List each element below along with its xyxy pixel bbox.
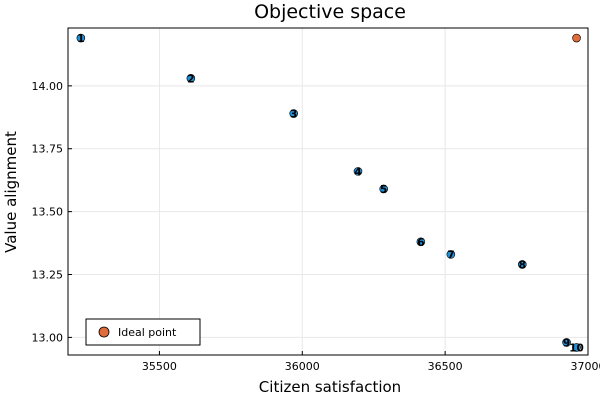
x-tick-label: 37000 — [571, 360, 600, 373]
solution-point-label-7: 7 — [447, 249, 454, 261]
solution-point-10 — [572, 343, 581, 352]
y-tick-label: 13.75 — [32, 143, 64, 156]
solution-point-6 — [416, 237, 426, 247]
x-tick-label: 36500 — [428, 360, 463, 373]
legend: Ideal point — [85, 318, 201, 346]
y-tick-label: 14.00 — [32, 80, 64, 93]
data-points: 1 2 3 4 5 6 7 8 9 10 — [76, 33, 584, 354]
x-axis-ticks: 35500 36000 36500 37000 — [142, 351, 600, 373]
y-tick-label: 13.50 — [32, 206, 64, 219]
solution-point-label-5: 5 — [380, 184, 387, 196]
solution-point-9 — [562, 338, 571, 347]
solution-point-label-8: 8 — [519, 259, 526, 271]
y-axis-ticks: 13.00 13.25 13.50 13.75 14.00 — [32, 80, 72, 344]
y-tick-label: 13.25 — [32, 269, 64, 282]
solution-point-3 — [289, 109, 299, 118]
x-axis-label: Citizen satisfaction — [259, 378, 401, 396]
chart-title: Objective space — [254, 1, 406, 23]
y-axis-label: Value alignment — [2, 131, 20, 253]
solution-point-1 — [76, 33, 86, 43]
solution-point-4 — [353, 167, 363, 176]
y-tick-label: 13.00 — [32, 331, 64, 344]
plot-frame — [67, 27, 589, 356]
solution-point-8 — [517, 260, 527, 269]
solution-point-label-3: 3 — [290, 109, 297, 121]
legend-box — [85, 318, 201, 346]
solution-point-label-1: 1 — [77, 33, 84, 45]
legend-label-ideal-point: Ideal point — [118, 326, 177, 339]
solution-point-2 — [186, 74, 196, 83]
solution-point-label-9: 9 — [563, 337, 570, 349]
ideal-point-marker — [572, 33, 581, 43]
solution-point-label-6: 6 — [417, 237, 424, 249]
grid — [68, 28, 589, 355]
solution-point-5 — [379, 184, 389, 194]
solution-point-label-2: 2 — [187, 73, 194, 85]
solution-point-7 — [446, 250, 456, 259]
solution-point-label-10: 10 — [569, 342, 584, 354]
solution-point-label-4: 4 — [354, 166, 361, 178]
legend-marker-ideal-point — [98, 326, 110, 338]
x-tick-label: 35500 — [142, 360, 177, 373]
x-tick-label: 36000 — [285, 360, 320, 373]
